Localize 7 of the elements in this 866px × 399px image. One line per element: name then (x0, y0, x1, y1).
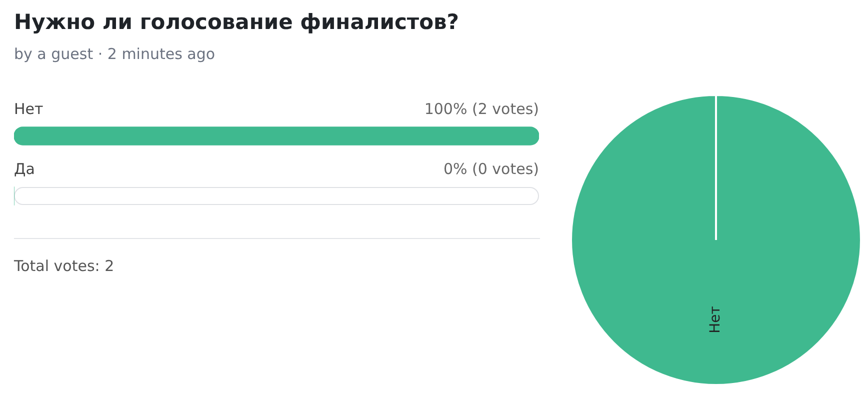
y-tick-label: Да (14, 160, 35, 178)
data-label: 0% (0 votes) (443, 160, 539, 178)
chart-title: Нужно ли голосование финалистов? (14, 10, 459, 34)
text: Total votes: 2 (14, 257, 114, 275)
chart-subtitle: by a guest · 2 minutes ago (14, 45, 216, 63)
slice-label: Нет (708, 306, 724, 334)
data-label: 100% (2 votes) (424, 100, 539, 118)
